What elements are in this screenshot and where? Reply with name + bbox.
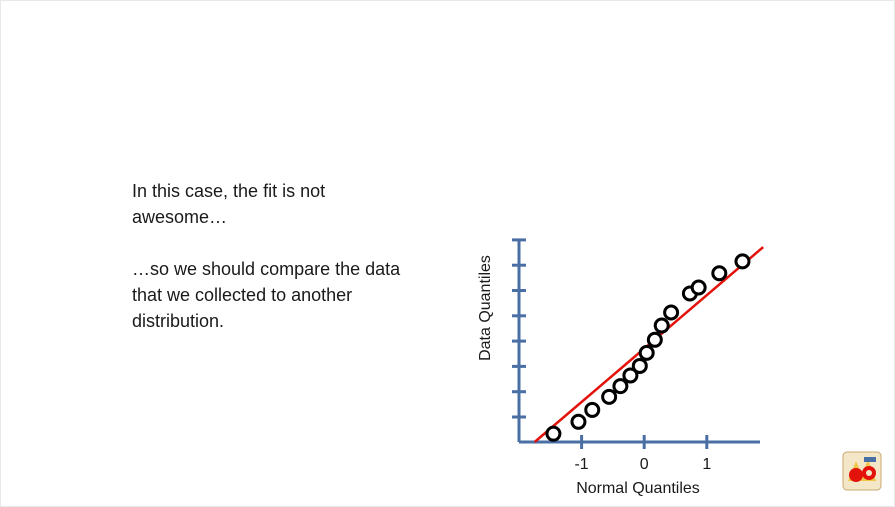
data-point — [631, 357, 648, 374]
slide-text: In this case, the fit is not awesome… …s… — [132, 178, 422, 334]
data-point — [545, 425, 562, 442]
data-point — [711, 265, 728, 282]
x-axis-label: Normal Quantiles — [576, 480, 700, 497]
data-point — [734, 253, 751, 270]
data-point — [690, 279, 707, 296]
data-point — [622, 367, 639, 384]
y-axis-label: Data Quantiles — [477, 255, 494, 361]
data-point — [663, 304, 680, 321]
x-tick-label: -1 — [574, 456, 588, 473]
logo-icon — [842, 451, 882, 491]
text-compare-distribution: …so we should compare the data that we c… — [132, 259, 401, 331]
qq-plot: Data Quantiles Normal Quantiles -1 0 1 — [477, 238, 764, 497]
x-tick-label: 0 — [640, 456, 649, 473]
text-fit-not-awesome: In this case, the fit is not awesome… — [132, 181, 326, 227]
data-point — [653, 317, 670, 334]
data-point — [601, 388, 618, 405]
x-tick-label: 1 — [702, 456, 711, 473]
plot-layer: -1 0 1 — [512, 238, 764, 473]
data-point — [638, 344, 655, 361]
data-point — [570, 413, 587, 430]
data-point — [612, 378, 629, 395]
data-point — [646, 331, 663, 348]
data-point — [584, 401, 601, 418]
